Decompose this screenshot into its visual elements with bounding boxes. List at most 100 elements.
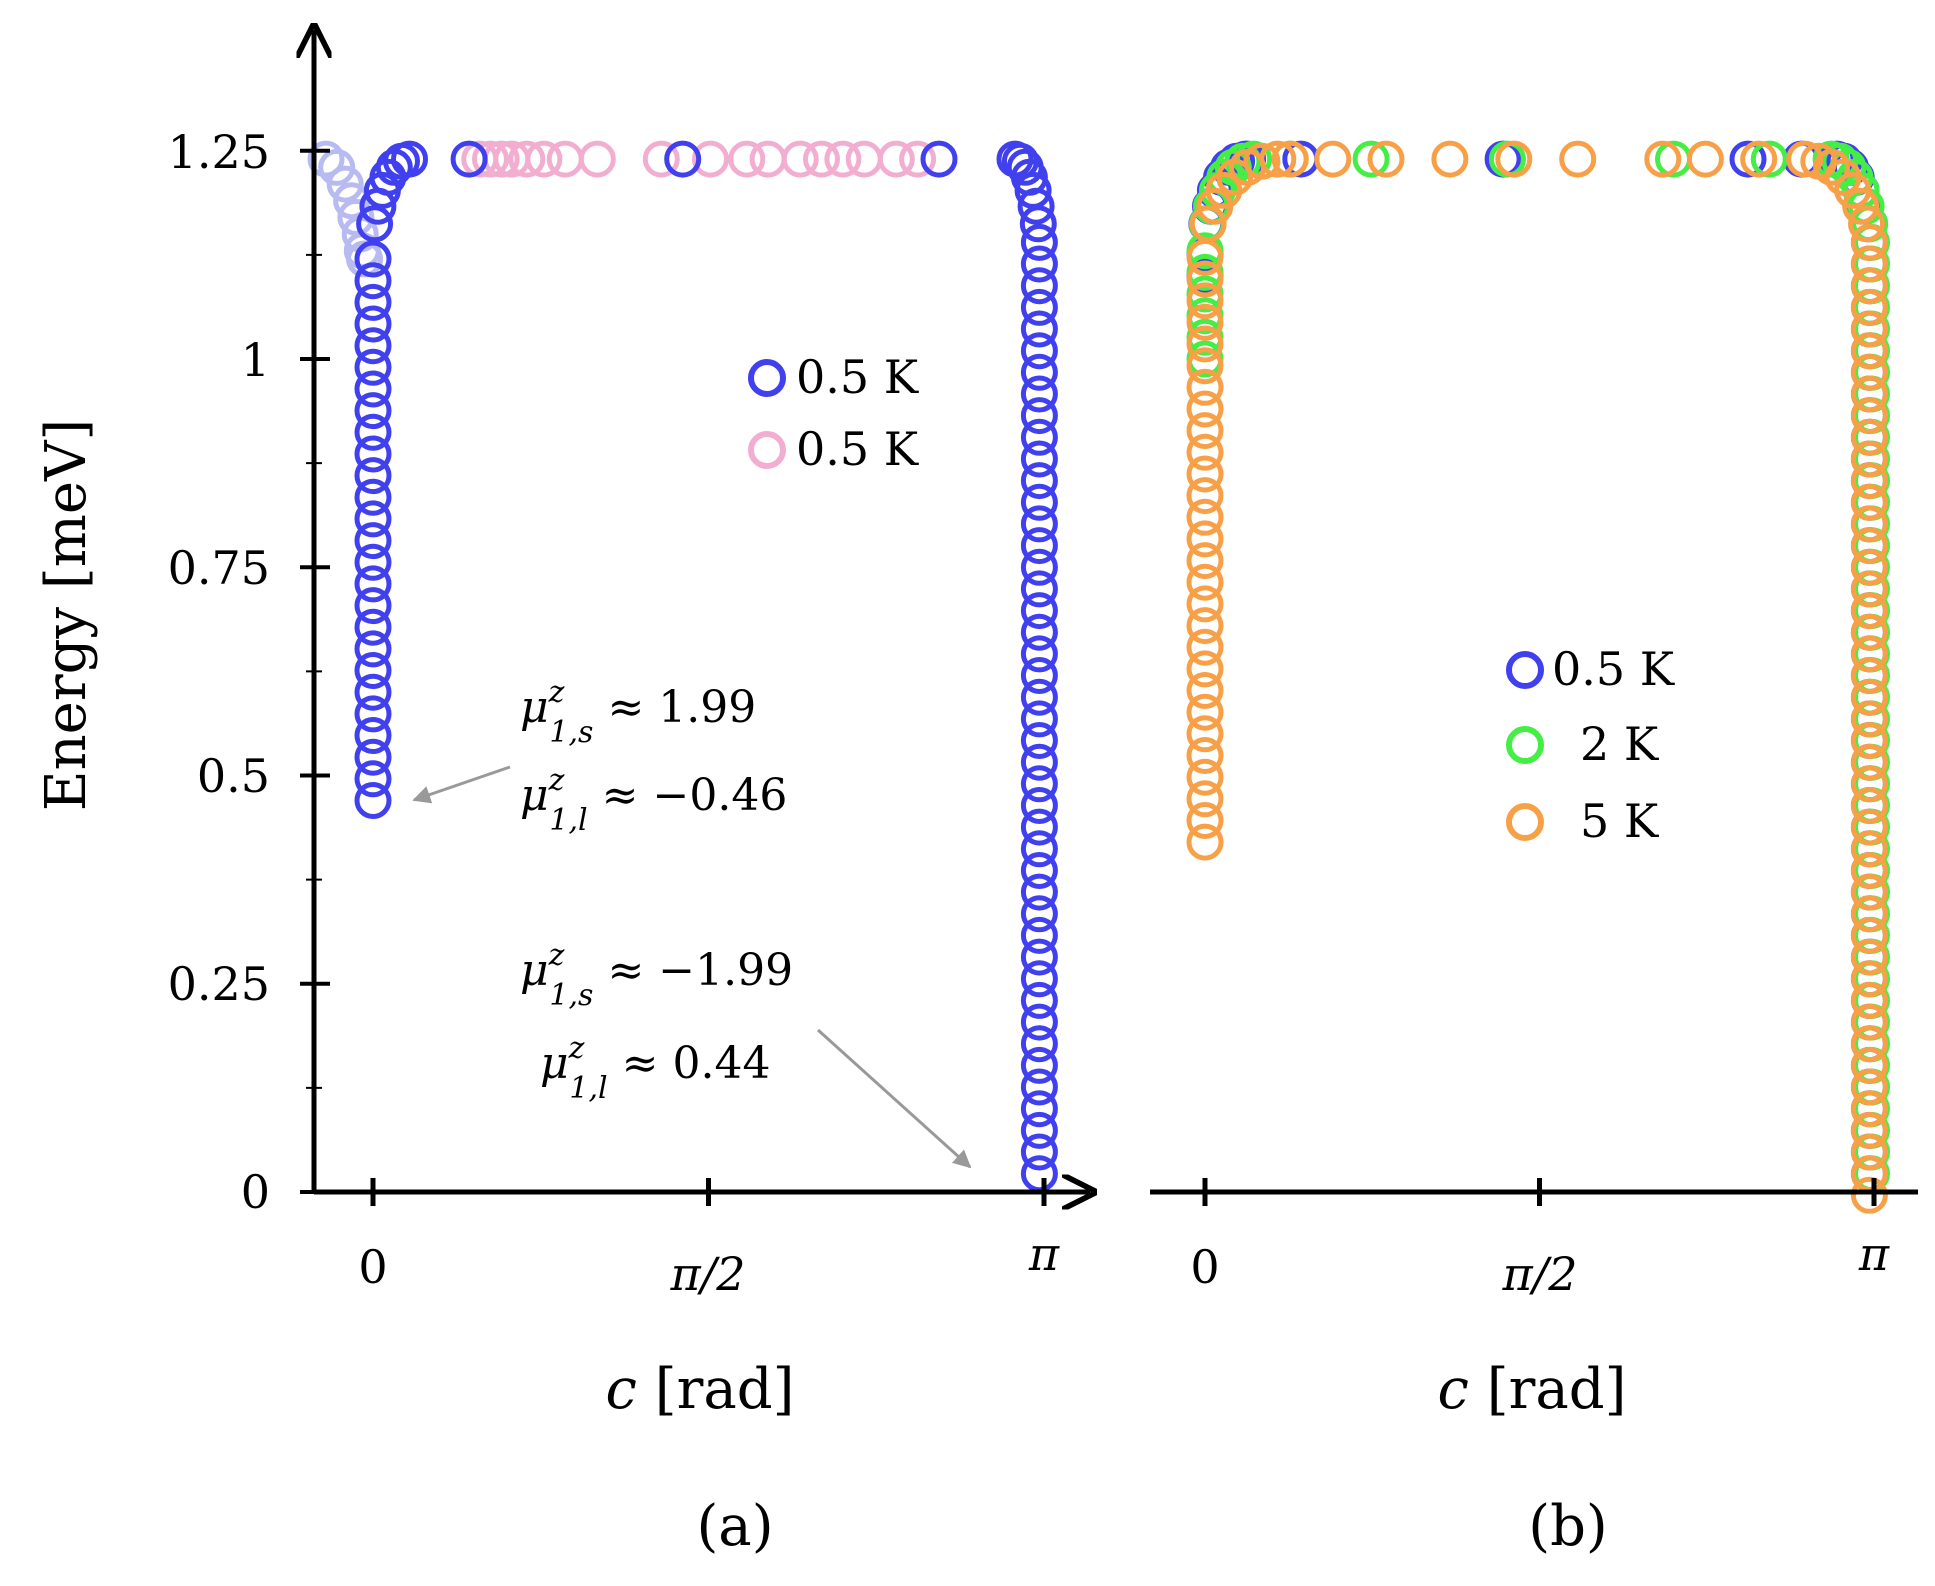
data-point <box>899 140 937 178</box>
y-axis-label: Energy [meV] <box>34 419 99 812</box>
panel-a-x-axis-label: c [rad] <box>606 1357 795 1422</box>
data-point <box>354 262 392 300</box>
data-point <box>1186 650 1224 688</box>
data-point <box>354 587 392 625</box>
data-point <box>354 370 392 408</box>
data-point <box>1850 418 1888 456</box>
data-point <box>1644 140 1682 178</box>
data-point <box>1850 1090 1888 1128</box>
data-point <box>1020 570 1058 608</box>
data-point <box>1020 743 1058 781</box>
data-point <box>1850 873 1888 911</box>
data-point <box>354 392 392 430</box>
data-point <box>1186 433 1224 471</box>
data-point <box>1019 205 1057 243</box>
data-point <box>1020 288 1058 326</box>
data-point <box>1020 873 1058 911</box>
legend-label: 0.5 K <box>796 350 920 404</box>
data-point <box>1020 592 1058 630</box>
data-point <box>1020 657 1058 694</box>
data-point <box>354 413 392 451</box>
legend-label: 5 K <box>1580 794 1660 848</box>
data-point <box>1020 1090 1058 1128</box>
data-point <box>1186 390 1224 428</box>
data-point <box>1020 700 1058 738</box>
data-point <box>877 140 915 178</box>
data-point <box>354 457 392 495</box>
panel-a-label: (a) <box>696 1494 773 1559</box>
data-point <box>1186 498 1224 536</box>
annotation-arrow <box>412 765 511 804</box>
data-point <box>354 760 392 798</box>
data-point <box>1850 310 1888 348</box>
panel-a-scatter <box>307 140 1058 1193</box>
x-tick-label: π <box>1858 1227 1890 1281</box>
data-point <box>1020 916 1058 954</box>
panel-b-label: (b) <box>1528 1494 1608 1559</box>
legend-label: 0.5 K <box>796 422 920 476</box>
data-point <box>356 205 394 243</box>
data-point <box>1686 140 1724 178</box>
data-point <box>1186 607 1224 645</box>
panel-a: 0 0.25 0.5 0.75 1 1.25 0 π/2 π Energy [m… <box>34 30 1090 1559</box>
data-point <box>1020 375 1058 413</box>
data-point <box>1850 722 1888 759</box>
data-point <box>1020 1025 1058 1063</box>
legend-marker <box>1506 726 1544 764</box>
data-point <box>354 565 392 603</box>
data-point <box>1020 722 1058 759</box>
data-point <box>1850 462 1888 500</box>
data-point <box>1189 205 1227 243</box>
data-point <box>354 240 392 278</box>
data-point <box>525 140 563 178</box>
data-point <box>1850 332 1888 370</box>
data-point <box>1020 483 1058 521</box>
data-point <box>1020 1003 1058 1041</box>
data-point <box>354 695 392 733</box>
y-tick-label: 1.25 <box>168 125 270 179</box>
data-point <box>354 738 392 776</box>
data-point <box>692 140 729 178</box>
data-point <box>1850 830 1888 868</box>
annotation-lower-right: μz 1,s ≈ −1.99 μz 1,l ≈ 0.44 <box>520 938 972 1169</box>
data-point <box>1243 142 1281 180</box>
panel-a-ticks <box>300 148 1047 1206</box>
data-point <box>1850 765 1888 803</box>
data-point <box>642 140 680 178</box>
data-point <box>1020 678 1058 716</box>
data-point <box>1186 758 1224 796</box>
data-point <box>1020 353 1058 391</box>
data-point <box>1750 140 1788 178</box>
data-point <box>1186 325 1224 363</box>
data-point <box>354 348 392 386</box>
x-tick-label: π/2 <box>670 1247 746 1301</box>
data-point <box>1850 1133 1888 1171</box>
data-point <box>1850 353 1888 391</box>
data-point <box>1020 765 1058 803</box>
x-tick-label: 0 <box>358 1240 387 1294</box>
data-point <box>1020 635 1058 673</box>
data-point <box>664 140 702 178</box>
data-point <box>1020 418 1058 456</box>
data-point <box>354 652 392 689</box>
data-point <box>578 140 616 178</box>
data-point <box>1186 542 1224 580</box>
data-point <box>1850 245 1888 283</box>
annotation-line: μz 1,l ≈ −0.46 <box>520 763 787 838</box>
panel-b-ticks <box>1202 1178 1877 1206</box>
data-point <box>391 140 428 178</box>
data-point <box>1367 140 1405 178</box>
data-point <box>1314 140 1352 178</box>
data-point <box>1186 628 1224 666</box>
annotation-arrow <box>816 1028 972 1169</box>
data-point <box>450 140 488 178</box>
data-point <box>1850 223 1888 261</box>
y-tick-label: 1 <box>241 333 270 387</box>
data-point <box>1850 440 1888 478</box>
data-point <box>1020 1133 1058 1171</box>
data-point <box>1020 830 1058 868</box>
data-point <box>1259 140 1297 178</box>
panel-b-x-tick-labels: 0 π/2 π <box>1190 1227 1890 1301</box>
data-point <box>1186 780 1224 818</box>
data-point <box>1020 245 1058 283</box>
